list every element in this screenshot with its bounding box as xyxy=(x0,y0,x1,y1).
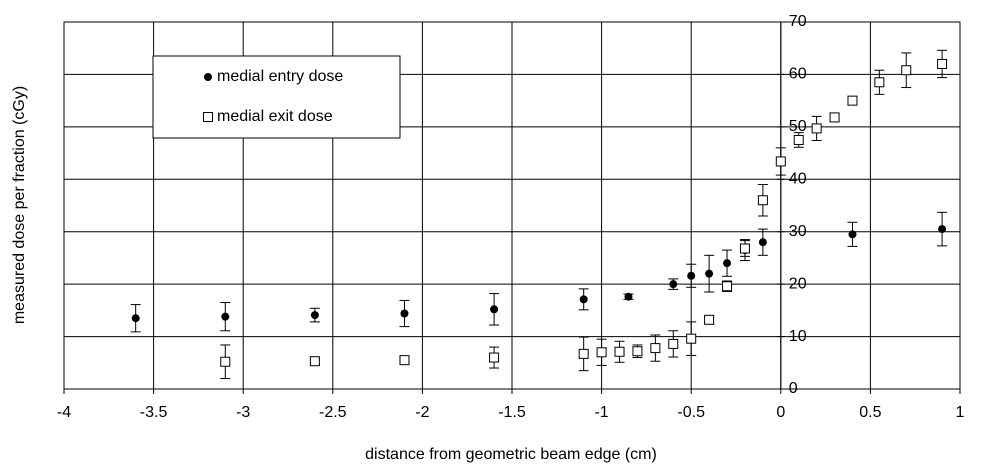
marker xyxy=(632,346,643,357)
marker xyxy=(131,314,140,323)
y-axis-label: measured dose per fraction (cGy) xyxy=(11,86,28,324)
x-tick-label: 0.5 xyxy=(859,404,881,421)
legend-marker xyxy=(203,112,213,122)
y-tick-label: 50 xyxy=(789,118,807,135)
marker xyxy=(669,280,678,289)
marker xyxy=(596,347,607,358)
marker xyxy=(757,195,768,206)
x-tick-label: -0.5 xyxy=(677,404,705,421)
x-tick-label: -1.5 xyxy=(498,404,526,421)
marker xyxy=(220,356,231,367)
marker xyxy=(399,355,410,366)
marker xyxy=(578,348,589,359)
marker xyxy=(704,314,715,325)
x-tick-label: -3 xyxy=(236,404,250,421)
marker xyxy=(309,356,320,367)
marker xyxy=(221,312,230,321)
y-tick-label: 10 xyxy=(789,328,807,345)
legend-marker xyxy=(204,73,212,81)
y-tick-label: 30 xyxy=(789,223,807,240)
marker xyxy=(829,112,840,123)
x-axis-label: distance from geometric beam edge (cm) xyxy=(365,446,657,463)
marker xyxy=(668,338,679,349)
marker xyxy=(937,58,948,69)
marker xyxy=(400,309,409,318)
x-tick-label: -1 xyxy=(594,404,608,421)
marker xyxy=(489,352,500,363)
legend-label: medial exit dose xyxy=(217,108,333,125)
marker xyxy=(579,295,588,304)
marker xyxy=(614,346,625,357)
marker xyxy=(490,305,499,314)
marker xyxy=(310,311,319,320)
marker xyxy=(723,259,732,268)
marker xyxy=(624,292,633,301)
marker xyxy=(739,243,750,254)
marker xyxy=(848,230,857,239)
marker xyxy=(793,134,804,145)
marker xyxy=(901,65,912,76)
marker xyxy=(938,225,947,234)
legend-label: medial entry dose xyxy=(217,68,343,85)
marker xyxy=(775,156,786,167)
marker xyxy=(687,271,696,280)
y-tick-label: 20 xyxy=(789,275,807,292)
x-tick-label: -3.5 xyxy=(140,404,168,421)
marker xyxy=(686,333,697,344)
legend-box xyxy=(152,55,401,139)
y-tick-label: 40 xyxy=(789,171,807,188)
x-tick-label: 0 xyxy=(776,404,785,421)
y-tick-label: 60 xyxy=(789,66,807,83)
marker xyxy=(874,77,885,88)
x-tick-label: -2.5 xyxy=(319,404,347,421)
marker xyxy=(705,269,714,278)
marker xyxy=(722,281,733,292)
x-tick-label: -4 xyxy=(57,404,71,421)
marker xyxy=(811,123,822,134)
plot-border xyxy=(63,21,961,390)
marker xyxy=(758,238,767,247)
x-tick-label: -2 xyxy=(415,404,429,421)
marker xyxy=(847,95,858,106)
x-tick-label: 1 xyxy=(956,404,965,421)
marker xyxy=(650,343,661,354)
